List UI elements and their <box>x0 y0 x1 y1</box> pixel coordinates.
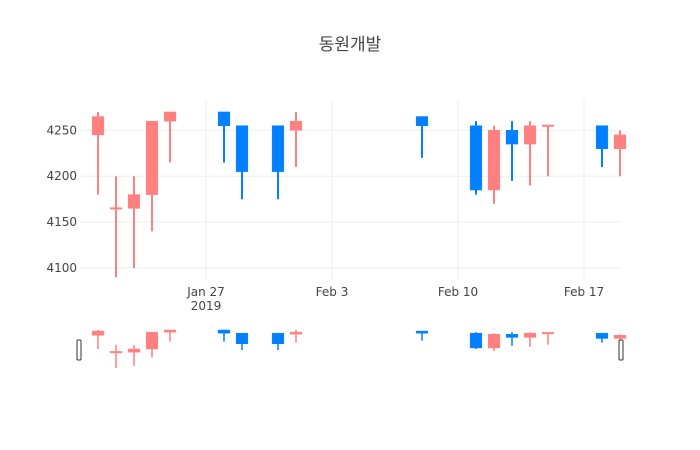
range-slider-left-handle[interactable] <box>76 339 82 361</box>
candle-mini[interactable] <box>595 332 609 343</box>
y-axis: 4100 4150 4200 4250 <box>46 123 77 275</box>
candle[interactable] <box>487 125 501 204</box>
candle-mini[interactable] <box>415 330 429 341</box>
x-tick-sublabel: 2019 <box>191 299 222 313</box>
candle-mini[interactable] <box>523 332 537 347</box>
y-tick-label: 4200 <box>46 169 77 183</box>
candle-mini[interactable] <box>109 344 123 368</box>
candle[interactable] <box>613 130 627 177</box>
candle-body <box>289 120 303 131</box>
candle-body <box>91 330 105 336</box>
grid <box>80 100 620 280</box>
candle[interactable] <box>235 125 249 200</box>
range-slider-right-handle[interactable] <box>618 339 624 361</box>
candle-body <box>217 111 231 126</box>
candle-body <box>595 125 609 149</box>
candle-body <box>127 348 141 353</box>
candle-body <box>415 330 429 334</box>
candle-body <box>541 332 555 335</box>
candle[interactable] <box>91 111 105 195</box>
candles[interactable] <box>91 111 627 278</box>
candle-body <box>91 116 105 136</box>
candle-body <box>541 124 555 127</box>
candle-body <box>163 111 177 122</box>
candle-body <box>469 332 483 349</box>
candle-body <box>145 331 159 350</box>
candle[interactable] <box>127 176 141 269</box>
candle-body <box>271 125 285 172</box>
candle-mini[interactable] <box>541 332 555 345</box>
candle-body <box>595 332 609 339</box>
candle[interactable] <box>109 176 123 278</box>
candle-mini[interactable] <box>235 332 249 351</box>
candle-mini[interactable] <box>469 332 483 349</box>
candle[interactable] <box>469 121 483 195</box>
candle[interactable] <box>595 125 609 168</box>
candle-body <box>235 332 249 344</box>
candle-body <box>487 130 501 191</box>
candle-body <box>163 329 177 333</box>
candle[interactable] <box>145 120 159 232</box>
y-tick-label: 4250 <box>46 123 77 137</box>
candle-mini[interactable] <box>145 331 159 358</box>
candle-body <box>415 116 429 126</box>
candle-body <box>217 329 231 334</box>
candle-body <box>289 331 303 335</box>
candle-mini[interactable] <box>127 344 141 366</box>
candle[interactable] <box>523 121 537 186</box>
range-slider-background <box>80 330 620 368</box>
y-tick-label: 4150 <box>46 215 77 229</box>
candle-body <box>613 134 627 149</box>
candle-body <box>487 333 501 349</box>
candle-body <box>505 333 519 338</box>
candle-body <box>109 351 123 354</box>
x-tick-label: Feb 3 <box>316 285 349 299</box>
candle-mini[interactable] <box>271 332 285 351</box>
candle-body <box>271 332 285 344</box>
candle[interactable] <box>541 124 555 177</box>
range-slider[interactable] <box>76 329 627 368</box>
candle-mini[interactable] <box>487 333 501 352</box>
candle[interactable] <box>289 111 303 168</box>
candle-body <box>523 332 537 338</box>
candle-body <box>145 120 159 195</box>
candle-body <box>505 130 519 145</box>
chart-title: 동원개발 <box>319 35 382 55</box>
candle-body <box>109 207 123 210</box>
candle-mini[interactable] <box>163 329 177 342</box>
candle-mini[interactable] <box>289 330 303 343</box>
candle[interactable] <box>415 116 429 158</box>
candle[interactable] <box>217 111 231 163</box>
candle-body <box>613 335 627 339</box>
candle-body <box>235 125 249 172</box>
candle-body <box>469 125 483 191</box>
candle[interactable] <box>505 121 519 181</box>
candle[interactable] <box>271 125 285 200</box>
y-tick-label: 4100 <box>46 261 77 275</box>
x-tick-label: Feb 10 <box>438 285 478 299</box>
candle-mini[interactable] <box>505 332 519 346</box>
candle-body <box>523 125 537 145</box>
candle-mini[interactable] <box>91 330 105 349</box>
candle[interactable] <box>163 111 177 163</box>
candle-mini[interactable] <box>217 329 231 342</box>
x-tick-label: Feb 17 <box>564 285 604 299</box>
x-tick-label: Jan 27 <box>186 285 225 299</box>
candle-body <box>127 194 141 209</box>
